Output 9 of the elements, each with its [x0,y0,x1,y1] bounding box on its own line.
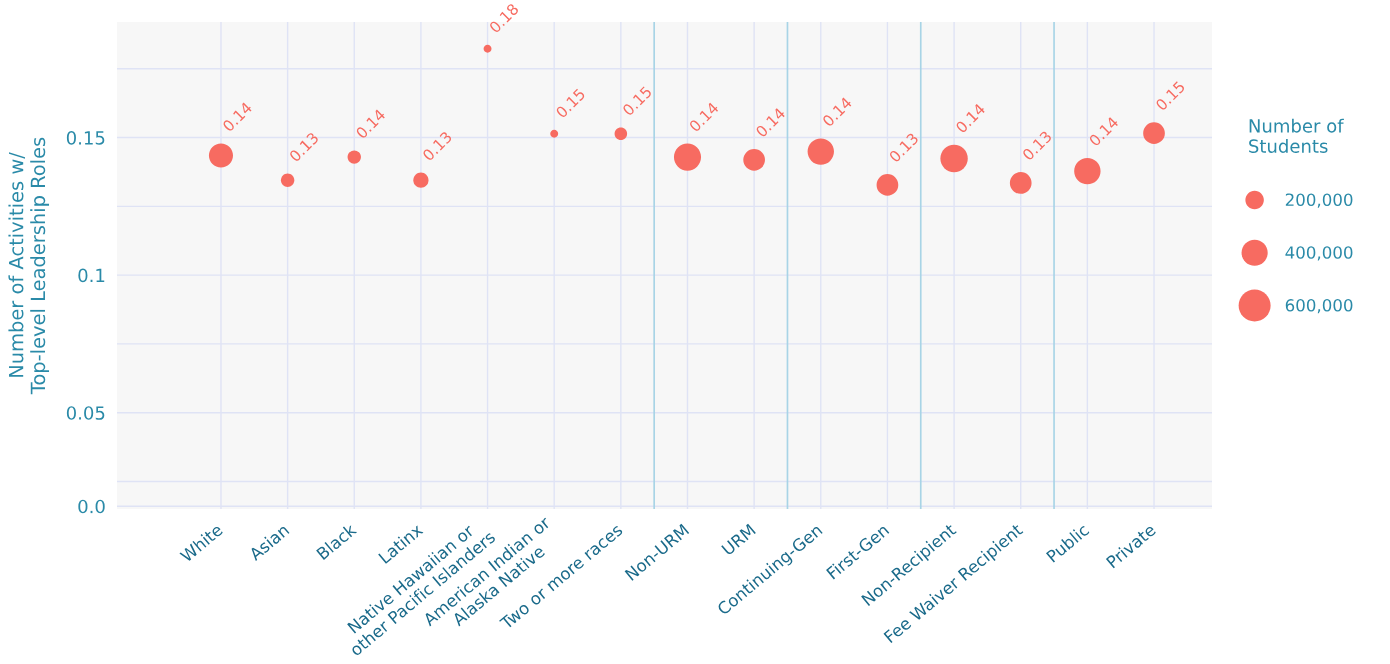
legend-title: Number of Students [1249,118,1344,153]
legend-label: 600,000 [1285,299,1353,314]
legend-label: 200,000 [1285,193,1353,208]
y-axis-title: Number of Activities w/ Top-level Leadership Roles [8,137,50,395]
y-tick-label: 0.0 [78,499,105,514]
y-tick-label: 0.15 [66,131,105,145]
y-tick-label: 0.05 [66,406,105,420]
legend-label: 400,000 [1285,246,1353,261]
y-tick-label: 0.1 [78,268,105,283]
